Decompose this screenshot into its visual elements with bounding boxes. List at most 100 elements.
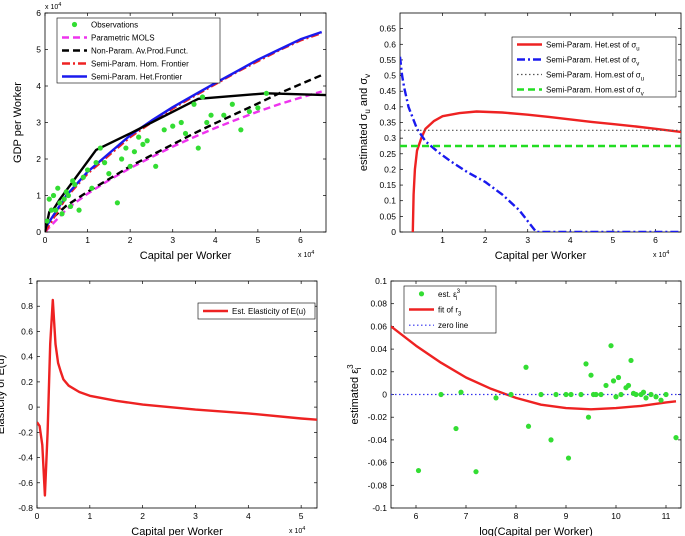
y-axis-label: GDP per Worker [12,82,24,163]
y-tick-label: 0.06 [370,321,387,331]
scatter-point [523,364,529,370]
scatter-point [578,391,584,398]
scatter-point [565,455,572,461]
legend-marker [71,21,78,28]
legend-label: Parametric MOLS [91,34,155,43]
y-tick-label: 0.1 [375,276,387,286]
chart-sigma: 1 2 3 4 5 6 0 0.05 0.1 0.15 0.2 0.25 0.3 0.35 0.4 0.45 0… [358,12,682,262]
x-tick-label: 4 [568,235,573,245]
legend-label: est. ε3 i [438,289,461,302]
legend-label: fit of r3 [438,306,462,318]
scatter-point [59,211,65,217]
scatter-point [131,149,138,155]
y-tick-label: 0.02 [370,367,387,377]
scatter-point [246,108,252,115]
y-tick-label: 0.65 [379,24,396,34]
series-group [37,298,317,497]
scatter-point [415,467,422,474]
y-tick-label: 1 [28,276,33,286]
scatter-point [89,185,95,191]
y-tick-label: -0.04 [368,435,388,445]
y-tick-label: 0 [391,227,396,237]
y-tick-label: 0.8 [21,301,33,311]
legend-label: Observations [91,21,138,30]
legend-box [511,36,677,98]
series-line-0 [45,90,323,232]
y-tick-label: 0.35 [379,118,396,128]
scatter-point [238,127,244,133]
scatter-point [76,207,82,213]
scatter-point [123,145,129,151]
scatter-point [127,163,133,169]
scatter-point [643,395,649,401]
x-tick-label: 5 [299,511,304,521]
scatter-point [563,391,569,398]
scatter-point [45,218,50,224]
legend-label: Semi-Param. Hom.est of σv [546,86,644,98]
scatter-point [263,90,269,96]
x-tick-label: 4 [213,235,218,245]
scatter-point [653,394,659,400]
scatter-point [208,112,214,118]
x-tick-label: 0 [35,511,40,521]
legend-label: Semi-Param. Het.est of σu [546,41,640,53]
legend-label: Semi-Param. Hom.est of σu [546,71,644,83]
y-tick-label: -0.08 [368,480,388,490]
y-tick-label: 0.2 [384,164,396,174]
y-tick-label: 0.6 [384,39,396,49]
scatter-point [119,156,125,162]
y-tick-label: -0.06 [368,458,388,468]
y-tick-label: -0.8 [18,503,33,513]
scatter-point [613,394,619,400]
x-axis-label: Capital per Worker [495,250,587,262]
y-tick-label: -0.1 [372,503,387,513]
y-tick-label: 0.6 [21,326,33,336]
scatter-point [136,134,142,140]
x-tick-label: 5 [256,235,261,245]
scatter-point [204,119,210,126]
x-tick-label: 8 [514,511,519,521]
scatter-point [50,192,57,199]
y-tick-label: 0.55 [379,55,396,65]
scatter-point [568,391,574,398]
x-exponent-label: x 104 [653,250,669,259]
legend-label: Est. Elasticity of E(u) [232,307,306,316]
scatter-point [583,361,589,367]
x-tick-label: 2 [483,235,488,245]
y-axis-label: Elasticity of E(u) [0,355,7,434]
scatter-point [93,160,99,166]
scatter-point [453,425,459,432]
legend: est. ε3 i fit of r3 zero line [403,285,497,334]
x-tick-label: 3 [525,235,530,245]
scatter-point [199,94,206,100]
scatter-point [628,357,634,364]
scatter-point [182,130,189,137]
scatter-point [229,101,235,107]
scatter-point [80,174,86,180]
y-tick-label: 0.04 [370,344,387,354]
chart-elast: 0 1 2 3 4 5 -0.8 -0.6 -0.4 -0.2 0 0.2 0.4 0.6 0.8 1 Capi… [0,276,318,536]
y-axis-label: estimated ε3i [346,364,363,425]
y-tick-label: 3 [36,118,41,128]
y-tick-label: 2 [36,154,41,164]
scatter-point [618,391,624,398]
x-tick-label: 5 [611,235,616,245]
x-tick-label: 6 [653,235,658,245]
legend-label: zero line [438,321,469,330]
x-tick-label: 1 [87,511,92,521]
chart-gdp: 0 1 2 3 4 5 6 0 1 2 3 4 5 6 Capital per Worker x 104 x 1… [12,2,327,262]
scatter-point [508,391,514,398]
x-axis-label: Capital per Worker [140,250,232,262]
x-exponent-label: x 104 [289,526,305,535]
scatter-point [633,391,639,398]
scatter-point [588,372,594,378]
scatter-point [65,192,72,199]
scatter-point [55,185,61,191]
y-tick-label: 0.4 [21,352,33,362]
scatter-point [178,119,184,126]
series-group [400,56,681,232]
y-tick-label: -0.2 [18,427,33,437]
scatter-point [658,397,664,403]
y-tick-label: 5 [36,45,41,55]
